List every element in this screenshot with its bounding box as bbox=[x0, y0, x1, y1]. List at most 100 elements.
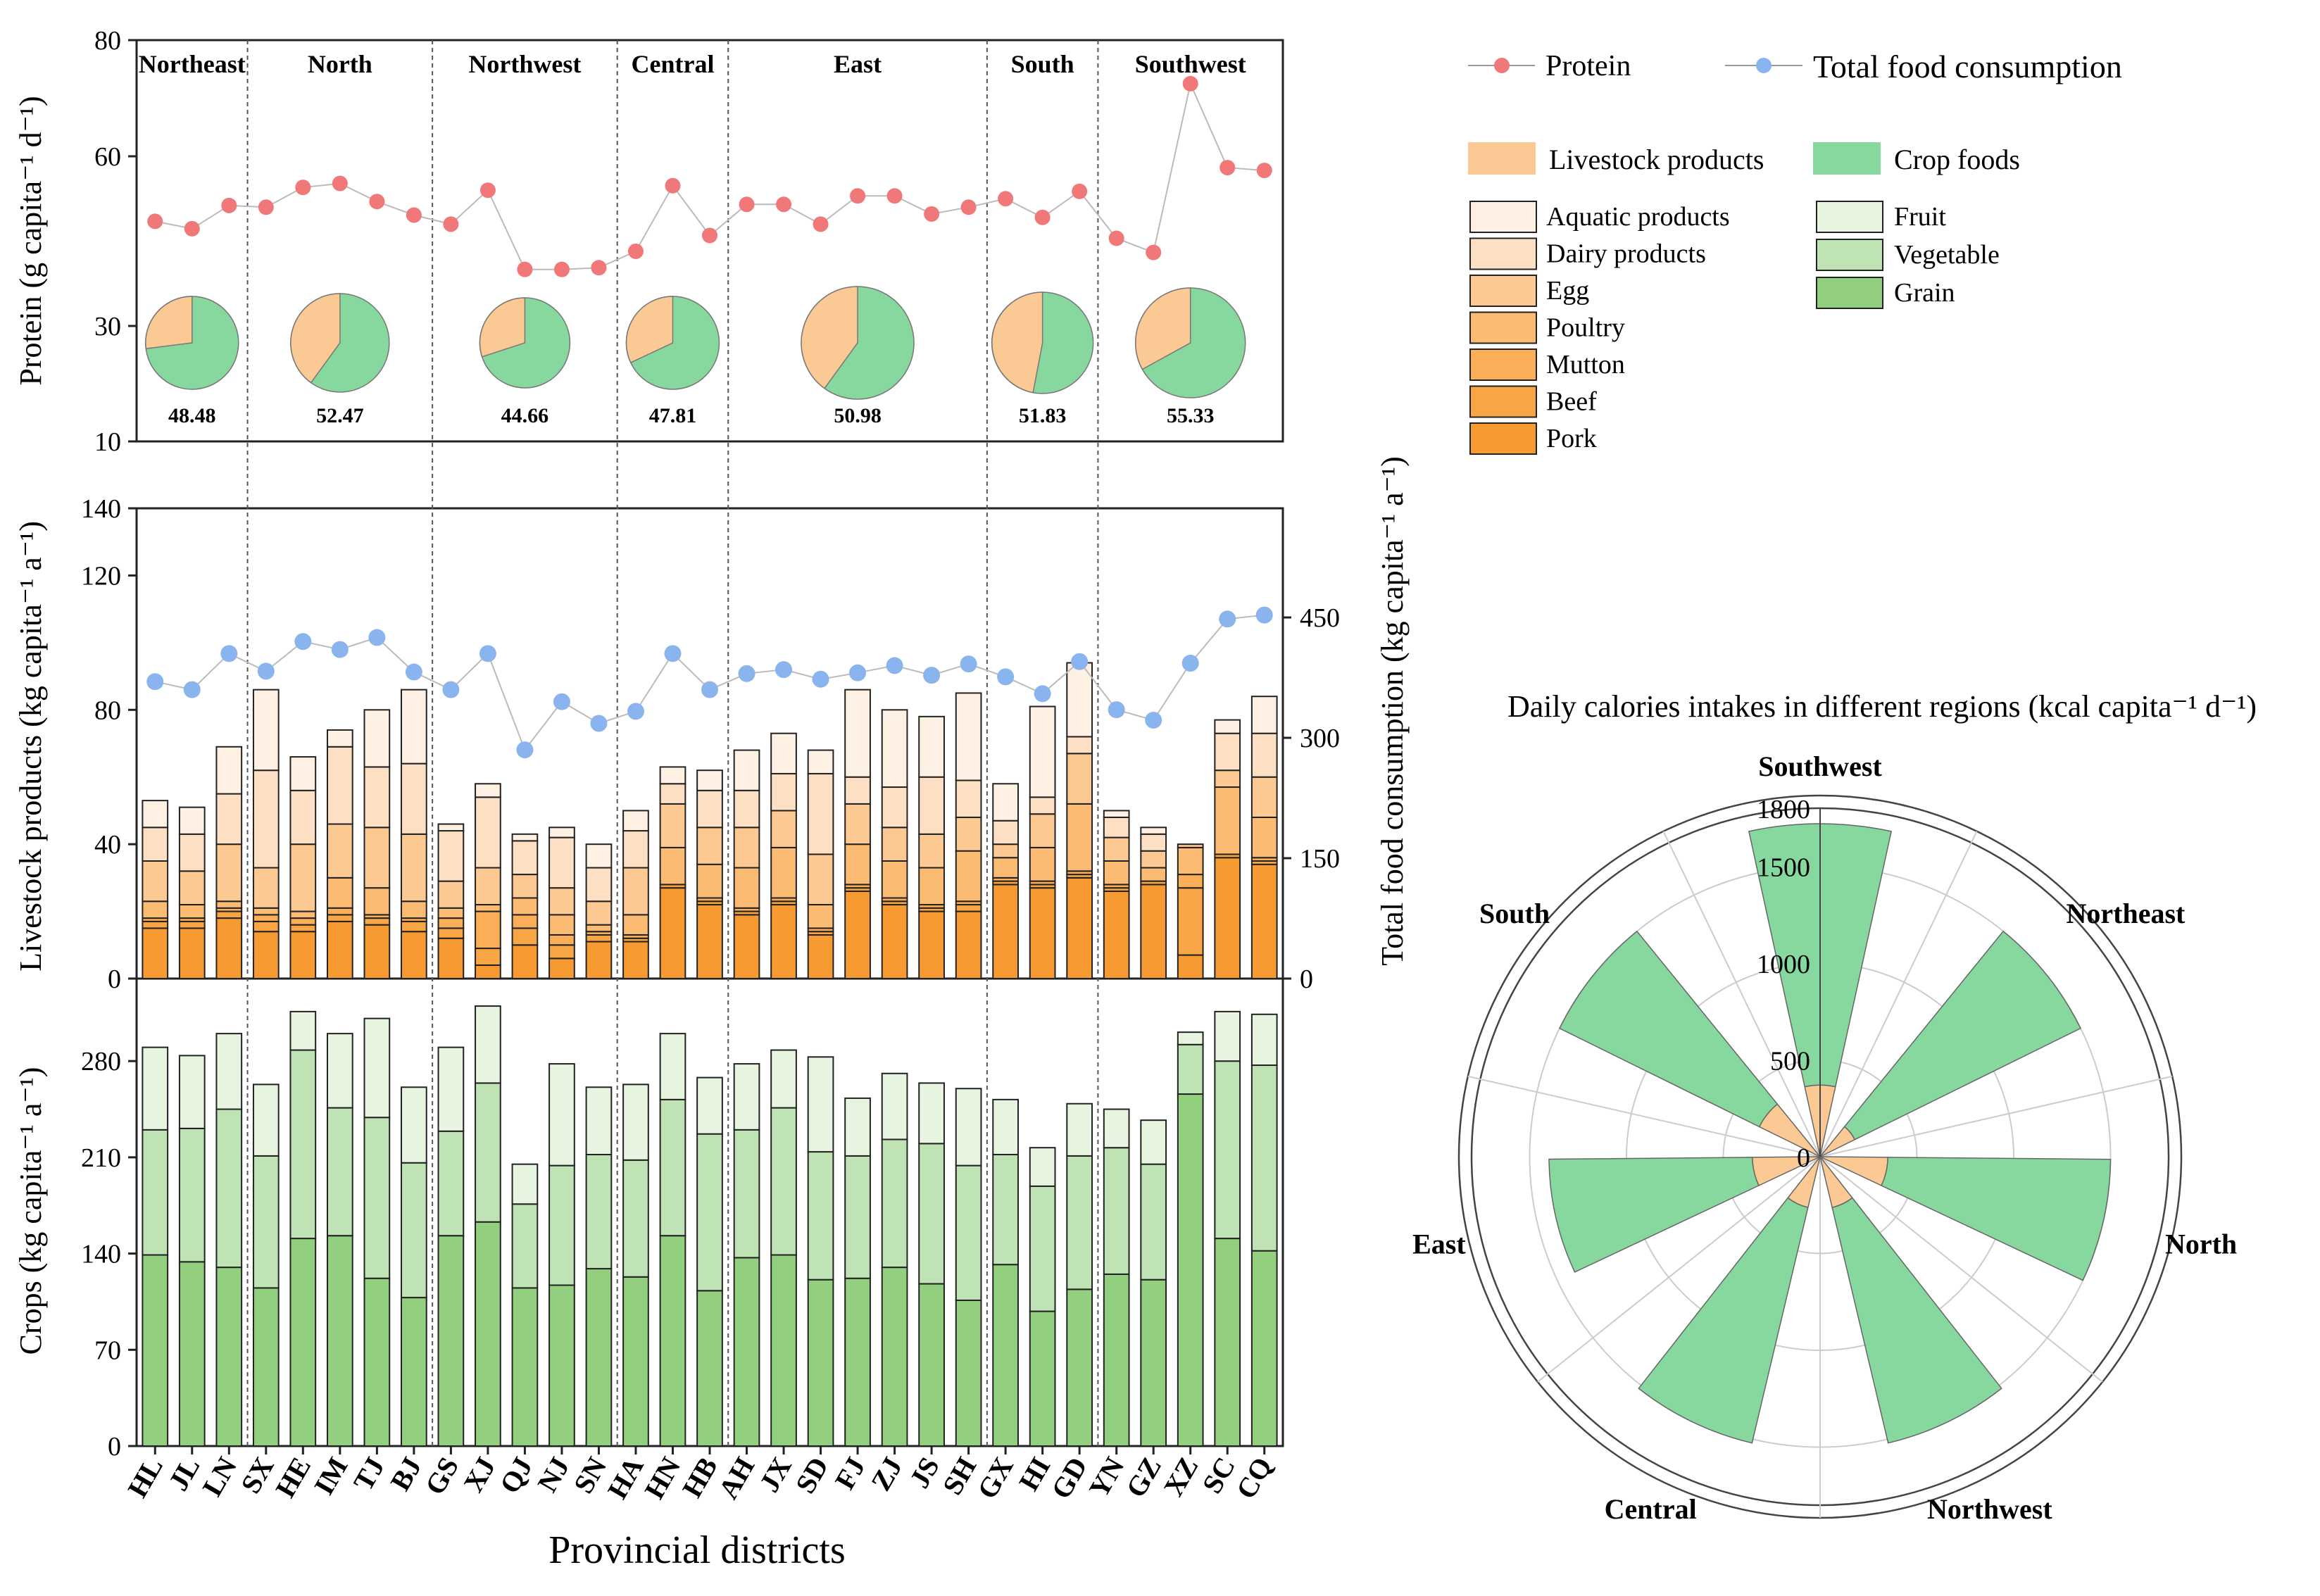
bar-fruit-GS bbox=[437, 1046, 465, 1132]
bar-pork-31-JS bbox=[918, 910, 945, 979]
region-average-Central: 47.81 bbox=[649, 404, 697, 427]
bar-egg-31-SC bbox=[1214, 769, 1241, 788]
total-food-point-YN bbox=[1108, 701, 1125, 719]
bar-fruit-JL bbox=[178, 1055, 206, 1129]
total-food-point-GS bbox=[442, 681, 460, 698]
bar-dairy-products-31-GZ bbox=[1140, 833, 1167, 852]
legend-total-marker bbox=[1756, 58, 1772, 73]
total-food-point-XJ bbox=[479, 645, 496, 662]
bar-egg-31-HI bbox=[1029, 813, 1056, 848]
legend-swatch-dairy-products bbox=[1469, 237, 1537, 270]
bar-aquatic-products-31-JL bbox=[178, 806, 206, 835]
bar-beef-31-SN bbox=[585, 934, 613, 943]
bar-poultry-31-HE bbox=[289, 910, 317, 919]
legend-swatch-aquatic-products bbox=[1469, 201, 1537, 233]
bar-pork-31-CQ bbox=[1250, 863, 1278, 980]
protein-y-tick-label: 80 bbox=[94, 26, 121, 56]
total-food-point-LN bbox=[220, 645, 238, 662]
bar-dairy-products-31-SN bbox=[585, 867, 613, 903]
protein-point-CQ bbox=[1256, 163, 1272, 179]
legend-label-beef: Beef bbox=[1546, 387, 1597, 417]
protein-point-SH bbox=[960, 199, 977, 215]
bar-poultry-31-AH bbox=[733, 867, 760, 909]
polar-r-tick-label: 1000 bbox=[1757, 950, 1810, 979]
bar-aquatic-products-31-HE bbox=[289, 756, 317, 791]
bar-dairy-products-31-JL bbox=[178, 833, 206, 872]
x-tick-label-IM: IM bbox=[308, 1452, 354, 1500]
bar-vegetable-NJ bbox=[548, 1164, 575, 1286]
bar-vegetable-HN bbox=[659, 1098, 686, 1237]
bar-fruit-QJ bbox=[511, 1163, 539, 1205]
bar-vegetable-FJ bbox=[844, 1155, 871, 1279]
protein-point-HE bbox=[295, 180, 311, 196]
bar-aquatic-products-31-GZ bbox=[1140, 827, 1167, 835]
total-food-point-FJ bbox=[849, 664, 867, 681]
protein-point-JX bbox=[776, 196, 792, 213]
x-axis: HLJLLNSXHEIMTJBJGSXJQJNJSNHAHNHBAHJXSDFJ… bbox=[121, 1446, 1279, 1504]
legend-label-egg: Egg bbox=[1546, 276, 1589, 306]
x-tick-label-FJ: FJ bbox=[829, 1452, 872, 1495]
crops-y-tick-label: 140 bbox=[81, 1240, 121, 1269]
bar-fruit-YN bbox=[1103, 1108, 1130, 1149]
polar-spoke bbox=[1819, 831, 1978, 1157]
bar-beef-31-LN bbox=[215, 910, 243, 919]
bar-egg-31-QJ bbox=[511, 874, 539, 899]
x-tick-label-GD: GD bbox=[1045, 1452, 1093, 1504]
bar-vegetable-IM bbox=[326, 1107, 353, 1237]
bar-egg-31-LN bbox=[215, 843, 243, 903]
bar-vegetable-XZ bbox=[1177, 1043, 1204, 1095]
bar-poultry-31-SH bbox=[955, 850, 982, 903]
polar-category-Northeast: Northeast bbox=[2066, 898, 2186, 929]
bar-dairy-products-31-HN bbox=[659, 783, 686, 805]
bar-grain-HA bbox=[622, 1276, 649, 1447]
bar-grain-JS bbox=[918, 1283, 945, 1447]
bar-aquatic-products-31-IM bbox=[326, 729, 353, 748]
legend-swatch-egg bbox=[1469, 275, 1537, 307]
bar-aquatic-products-31-HI bbox=[1029, 705, 1056, 798]
crops-chart: 0 70 140 210 280 bbox=[81, 1005, 1278, 1462]
bar-aquatic-products-31-JS bbox=[918, 715, 945, 778]
bar-aquatic-products-31-SD bbox=[807, 749, 834, 774]
bar-poultry-31-XJ bbox=[475, 904, 501, 912]
x-tick-label-QJ: QJ bbox=[494, 1452, 539, 1499]
bar-vegetable-HL bbox=[142, 1129, 169, 1256]
bar-pork-31-SH bbox=[955, 910, 982, 979]
legend-swatch-poultry bbox=[1469, 311, 1537, 344]
bar-aquatic-products-31-AH bbox=[733, 749, 760, 791]
bar-pork-31-SC bbox=[1214, 857, 1241, 979]
total-food-point-SN bbox=[590, 715, 608, 732]
bar-egg-31-FJ bbox=[844, 803, 871, 846]
bar-dairy-products-31-XJ bbox=[475, 796, 501, 869]
bar-poultry-31-CQ bbox=[1250, 816, 1278, 859]
x-tick-label-SX: SX bbox=[234, 1452, 280, 1499]
bar-poultry-31-HB bbox=[696, 863, 723, 899]
bar-grain-NJ bbox=[548, 1284, 575, 1447]
bar-dairy-products-31-NJ bbox=[548, 836, 575, 889]
pie-animal-Northeast bbox=[145, 296, 193, 350]
bar-vegetable-SC bbox=[1214, 1060, 1241, 1240]
bar-beef-31-HE bbox=[289, 924, 317, 933]
bar-pork-31-BJ bbox=[401, 931, 427, 979]
bar-grain-JX bbox=[770, 1254, 797, 1447]
total-food-point-HA bbox=[627, 703, 644, 720]
bar-vegetable-ZJ bbox=[881, 1138, 908, 1269]
x-tick-label-JX: JX bbox=[753, 1452, 797, 1497]
region-label-Central: Central bbox=[631, 50, 714, 78]
bar-vegetable-GD bbox=[1066, 1155, 1093, 1290]
bar-aquatic-products-31-XJ bbox=[475, 783, 501, 798]
bar-aquatic-products-31-FJ bbox=[844, 689, 871, 778]
bar-grain-HB bbox=[696, 1290, 723, 1447]
protein-point-GS bbox=[443, 216, 459, 232]
bar-pork-31-SN bbox=[585, 941, 613, 979]
x-tick-label-ZJ: ZJ bbox=[865, 1452, 908, 1496]
bar-grain-SC bbox=[1214, 1238, 1241, 1447]
total-food-point-GD bbox=[1071, 653, 1089, 670]
protein-point-BJ bbox=[406, 207, 422, 223]
bar-aquatic-products-31-SX bbox=[252, 689, 280, 772]
bar-vegetable-HI bbox=[1029, 1185, 1056, 1312]
protein-point-YN bbox=[1108, 230, 1124, 246]
total-food-point-AH bbox=[738, 665, 755, 682]
region-label-East: East bbox=[834, 50, 882, 78]
bar-egg-31-HE bbox=[289, 843, 317, 912]
bar-aquatic-products-31-YN bbox=[1103, 810, 1130, 818]
